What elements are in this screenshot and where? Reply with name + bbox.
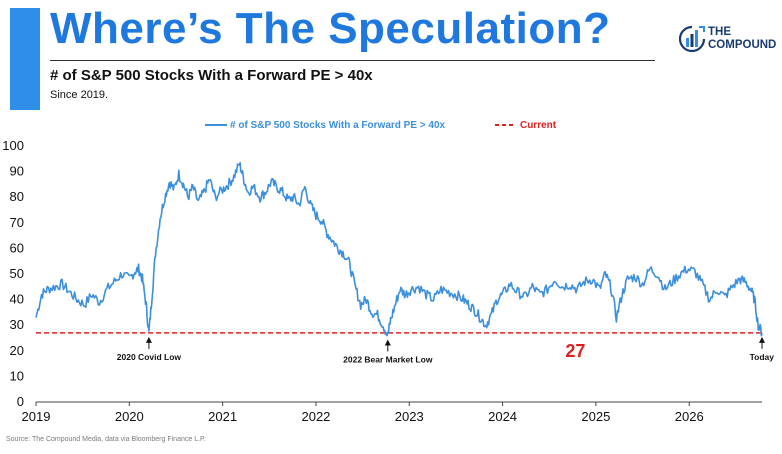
page-title: Where’s The Speculation? xyxy=(50,4,611,53)
annotation-arrow-head xyxy=(759,336,765,343)
y-tick-label: 10 xyxy=(10,368,24,383)
series-line xyxy=(35,161,763,337)
y-tick-label: 80 xyxy=(10,189,24,204)
x-tick-label: 2019 xyxy=(22,409,51,424)
chart-subtitle: # of S&P 500 Stocks With a Forward PE > … xyxy=(50,67,373,84)
y-tick-label: 60 xyxy=(10,240,24,255)
x-tick-label: 2022 xyxy=(301,409,330,424)
annotation-label: Today xyxy=(750,352,775,362)
since-note: Since 2019. xyxy=(50,89,109,101)
y-tick-label: 30 xyxy=(10,317,24,332)
line-chart: 0 10 20 30 40 50 60 70 80 90 100 2019 2020 2021 2022 20… xyxy=(2,120,775,424)
annotation-label: 2022 Bear Market Low xyxy=(343,354,433,364)
current-value-label: 27 xyxy=(565,341,585,361)
y-tick-label: 0 xyxy=(17,394,24,409)
y-tick-label: 100 xyxy=(2,138,24,153)
x-tick-label: 2020 xyxy=(115,409,144,424)
legend-current-label: Current xyxy=(520,120,557,131)
x-tick-label: 2025 xyxy=(581,409,610,424)
title-divider xyxy=(50,60,655,61)
logo-line-2: COMPOUND xyxy=(708,39,777,51)
compound-logo: THE COMPOUND xyxy=(678,24,778,58)
y-tick-label: 70 xyxy=(10,215,24,230)
annotation-arrow-head xyxy=(384,339,391,346)
bar-chart-circle-icon xyxy=(678,25,706,53)
x-tick-label: 2024 xyxy=(488,409,517,424)
legend-series-label: # of S&P 500 Stocks With a Forward PE > … xyxy=(230,120,446,131)
y-tick-label: 50 xyxy=(10,266,24,281)
logo-line-1: THE xyxy=(708,26,731,38)
accent-bar xyxy=(10,8,40,110)
source-note: Source: The Compound Media, data via Blo… xyxy=(6,436,206,443)
y-tick-label: 90 xyxy=(10,164,24,179)
y-tick-label: 40 xyxy=(10,292,24,307)
y-tick-label: 20 xyxy=(10,343,24,358)
x-tick-label: 2023 xyxy=(395,409,424,424)
annotation-label: 2020 Covid Low xyxy=(117,352,182,362)
annotation-arrow-head xyxy=(145,336,152,343)
x-tick-label: 2021 xyxy=(208,409,237,424)
x-tick-label: 2026 xyxy=(675,409,704,424)
